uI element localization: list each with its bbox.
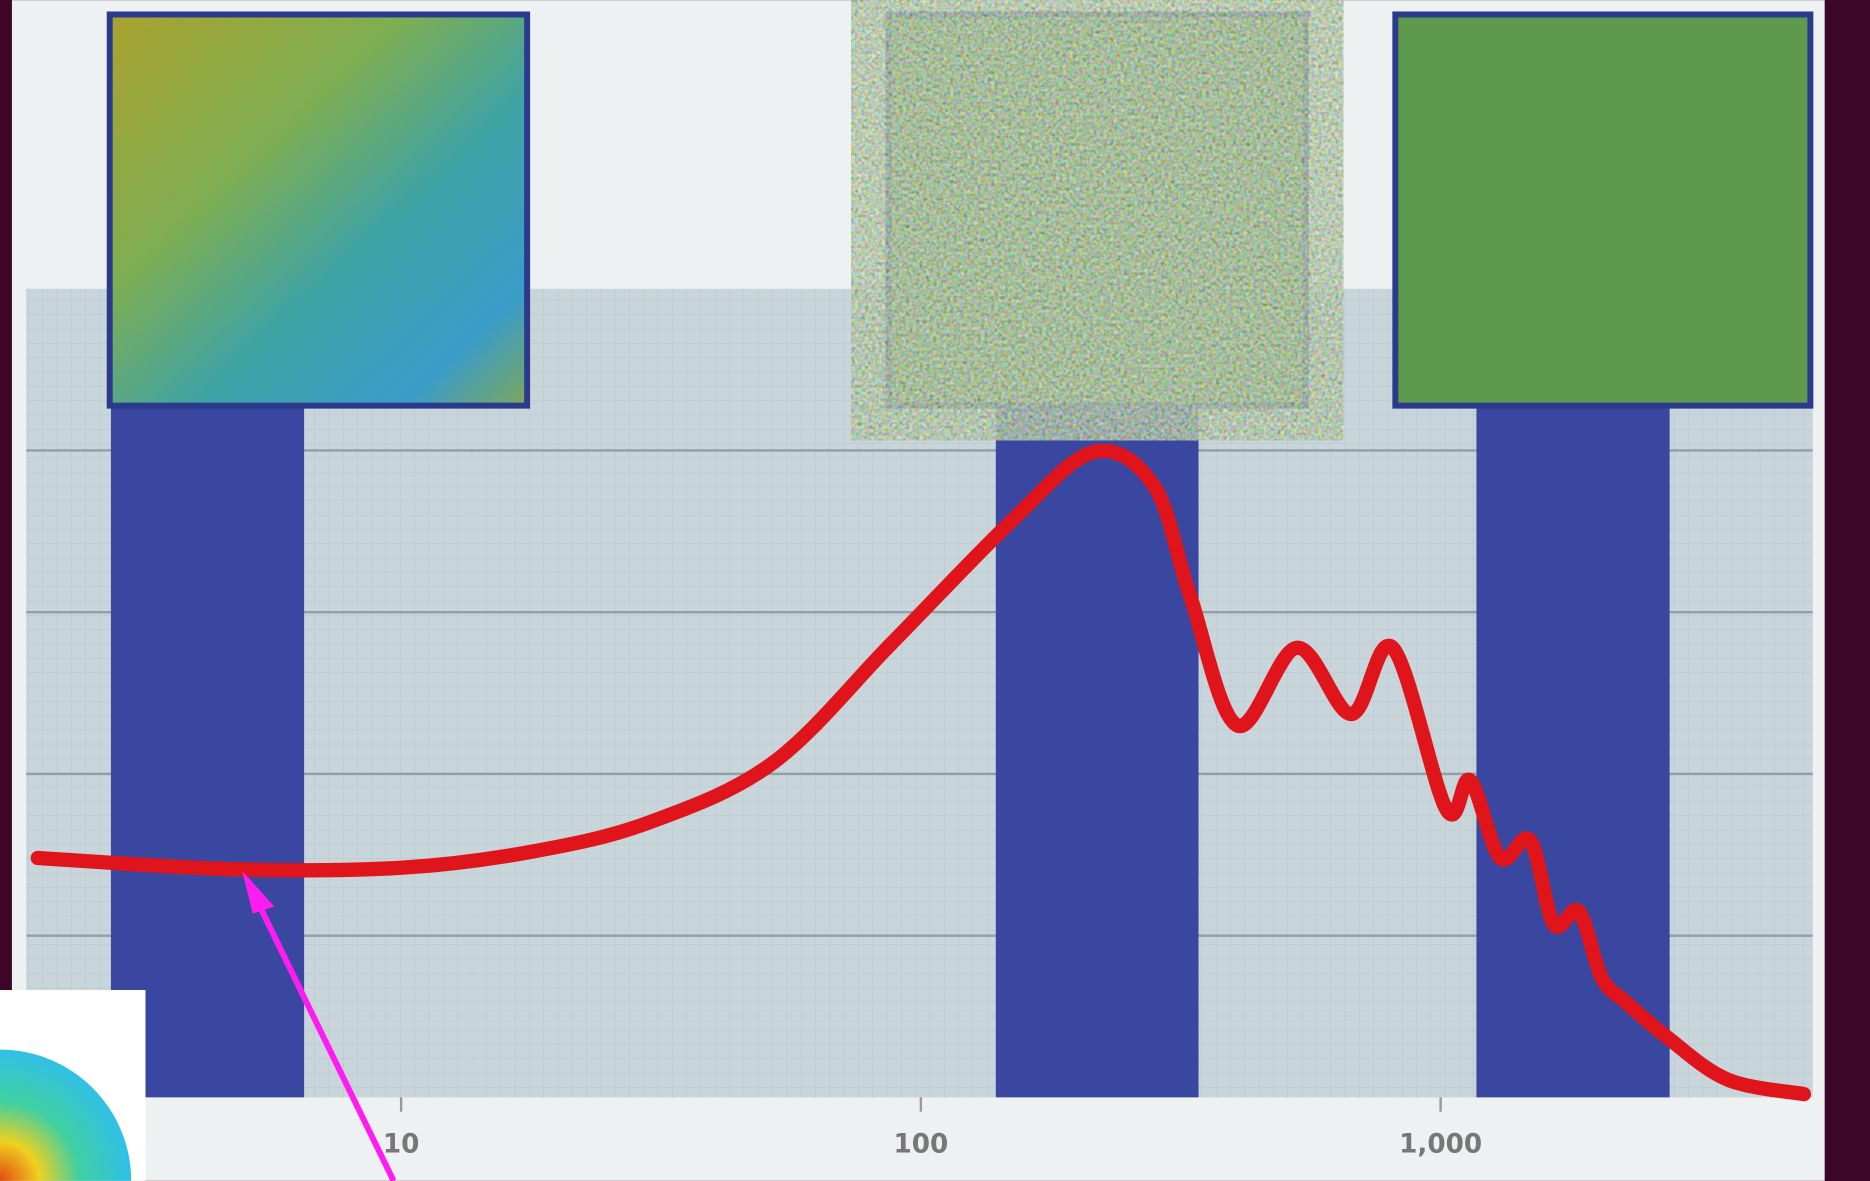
band <box>110 399 305 1098</box>
band <box>1476 399 1670 1098</box>
map-image <box>1392 11 1814 409</box>
map-image <box>885 11 1309 409</box>
x-tick-label: 1,000 <box>1399 1130 1482 1160</box>
map-image <box>106 11 531 409</box>
arrow-head <box>242 870 275 914</box>
data-line <box>30 443 1812 1102</box>
x-tick-label: 100 <box>893 1130 948 1160</box>
x-tick-label: 10 <box>383 1130 420 1160</box>
inset-image <box>0 1049 132 1181</box>
arrow <box>250 890 397 1181</box>
